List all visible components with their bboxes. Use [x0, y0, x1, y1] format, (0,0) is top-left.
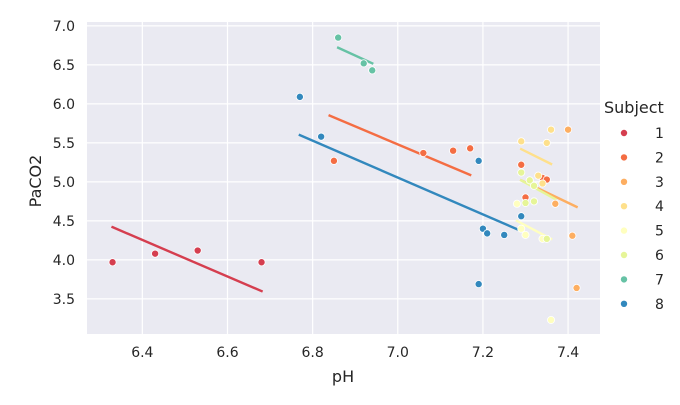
data-point-subject-1: [151, 249, 160, 258]
regression-line-subject-2: [328, 114, 472, 177]
data-point-subject-7: [368, 66, 377, 75]
data-point-subject-8: [483, 229, 492, 238]
data-point-subject-6: [530, 197, 539, 206]
y-tick-label: 5.0: [53, 175, 75, 191]
y-axis-label: PaCO2: [26, 155, 45, 208]
legend-marker-6: [620, 250, 629, 259]
data-point-subject-8: [517, 212, 526, 221]
legend-marker-3: [620, 177, 629, 186]
data-point-subject-1: [193, 246, 202, 255]
data-point-subject-6: [530, 181, 539, 190]
legend-label-5: 5: [655, 224, 664, 240]
data-point-subject-8: [500, 230, 509, 239]
data-point-subject-8: [295, 92, 304, 101]
data-point-subject-4: [542, 138, 551, 147]
data-point-subject-2: [466, 144, 475, 153]
data-point-subject-3: [568, 231, 577, 240]
legend-marker-8: [620, 299, 629, 308]
data-point-subject-2: [517, 160, 526, 169]
legend-marker-7: [620, 275, 629, 284]
y-tick-label: 4.5: [53, 214, 75, 230]
data-point-subject-8: [317, 132, 326, 141]
data-point-subject-4: [534, 171, 543, 180]
y-tick-label: 7.0: [53, 19, 75, 35]
x-tick-label: 6.8: [302, 345, 324, 361]
legend-label-6: 6: [655, 248, 664, 264]
plot-area: [87, 22, 600, 334]
legend-label-1: 1: [655, 126, 664, 142]
data-point-subject-5: [512, 199, 521, 208]
data-point-subject-6: [542, 234, 551, 243]
x-tick-labels: 6.4 6.6 6.8 7.0 7.2 7.4: [131, 345, 579, 361]
legend-marker-4: [620, 202, 629, 211]
x-tick-label: 7.0: [387, 345, 409, 361]
data-point-subject-3: [572, 283, 581, 292]
x-tick-label: 7.4: [557, 345, 579, 361]
data-point-subject-4: [538, 179, 547, 188]
legend-label-8: 8: [655, 297, 664, 313]
legend: Subject 1 2 3 4 5 6 7 8: [604, 98, 664, 313]
data-point-subject-5: [547, 315, 556, 324]
data-point-subject-5: [521, 230, 530, 239]
data-point-subject-2: [449, 146, 458, 155]
data-point-subject-6: [521, 198, 530, 207]
data-point-subject-3: [564, 125, 573, 134]
legend-title: Subject: [604, 98, 664, 117]
y-tick-label: 3.5: [53, 292, 75, 308]
legend-label-4: 4: [655, 199, 664, 215]
data-point-subject-1: [257, 258, 266, 267]
regression-lines: [110, 46, 579, 293]
legend-label-3: 3: [655, 175, 664, 191]
data-point-subject-7: [334, 33, 343, 42]
x-axis-label: pH: [332, 367, 354, 386]
y-tick-label: 6.0: [53, 97, 75, 113]
y-tick-label: 6.5: [53, 58, 75, 74]
x-tick-label: 6.4: [131, 345, 153, 361]
data-point-subject-6: [525, 176, 534, 185]
data-point-subject-2: [419, 149, 428, 158]
data-point-subject-7: [359, 59, 368, 68]
data-points: [108, 33, 581, 324]
data-point-subject-5: [517, 224, 526, 233]
data-point-subject-3: [551, 199, 560, 208]
data-point-subject-6: [517, 168, 526, 177]
data-point-subject-2: [329, 156, 338, 165]
y-tick-label: 5.5: [53, 136, 75, 152]
x-tick-label: 6.6: [216, 345, 238, 361]
regression-line-subject-4: [519, 147, 553, 166]
data-point-subject-8: [474, 280, 483, 289]
y-tick-label: 4.0: [53, 253, 75, 269]
data-point-subject-8: [474, 156, 483, 165]
data-point-subject-4: [547, 125, 556, 134]
data-point-subject-4: [517, 137, 526, 146]
legend-marker-2: [620, 153, 629, 162]
legend-marker-5: [620, 226, 629, 235]
legend-label-7: 7: [655, 272, 664, 288]
regression-line-subject-8: [298, 133, 523, 233]
regression-line-subject-1: [110, 225, 264, 293]
gridlines: [87, 22, 600, 334]
regression-line-subject-6: [519, 178, 557, 201]
y-tick-labels: 3.5 4.0 4.5 5.0 5.5 6.0 6.5 7.0: [53, 19, 75, 308]
legend-marker-1: [620, 128, 629, 137]
data-point-subject-1: [108, 258, 117, 267]
x-tick-label: 7.2: [472, 345, 494, 361]
legend-label-2: 2: [655, 150, 664, 166]
